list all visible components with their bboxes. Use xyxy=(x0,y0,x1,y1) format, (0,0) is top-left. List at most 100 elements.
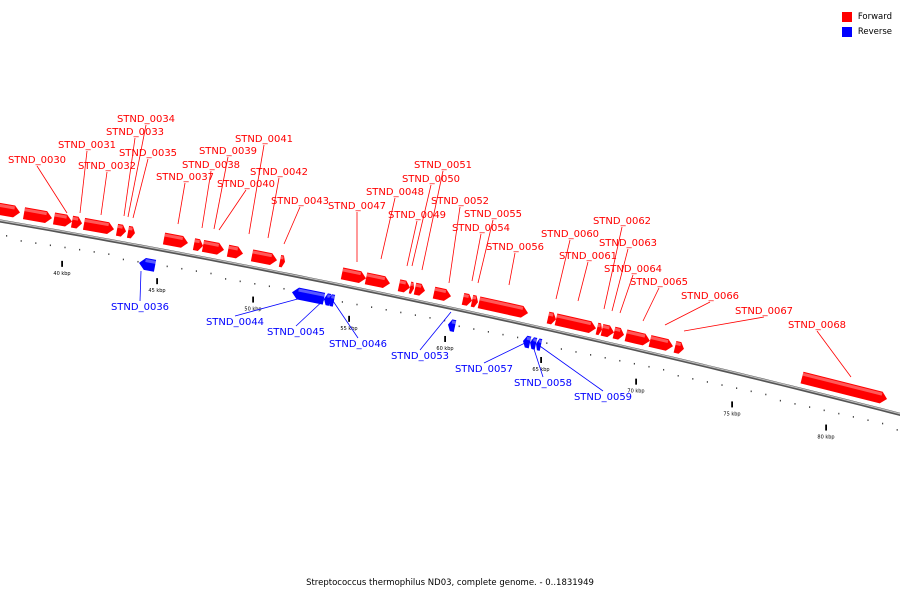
gene-feature-stnd_0062 xyxy=(595,322,602,336)
legend-item-forward: Forward xyxy=(841,9,892,24)
gene-shine xyxy=(366,273,386,281)
gene-label-stnd_0030: STND_0030 xyxy=(8,155,66,166)
minor-tick xyxy=(502,333,504,336)
leader-line-stnd_0039 xyxy=(213,156,229,230)
leader-line-stnd_0059 xyxy=(536,343,604,392)
gene-arrow-stnd_0051 xyxy=(413,282,425,296)
gene-shine xyxy=(602,324,610,330)
gene-arrow-stnd_0052 xyxy=(432,286,452,301)
major-tick-mark xyxy=(444,335,446,342)
leader-line-stnd_0064 xyxy=(619,274,634,314)
leader-line-stnd_0066 xyxy=(664,301,711,326)
gene-label-stnd_0038: STND_0038 xyxy=(182,160,240,171)
gene-shine xyxy=(434,287,447,294)
gene-feature-stnd_0039 xyxy=(192,238,204,251)
minor-tick xyxy=(283,287,285,290)
minor-tick xyxy=(429,317,431,319)
minor-tick xyxy=(166,265,168,268)
gene-label-stnd_0034: STND_0034 xyxy=(117,114,175,125)
gene-label-stnd_0058: STND_0058 xyxy=(514,378,572,389)
gene-shine xyxy=(399,280,407,285)
gene-feature-stnd_0063 xyxy=(600,323,614,338)
leader-line-stnd_0037 xyxy=(177,182,186,225)
gene-arrow-stnd_0064 xyxy=(612,326,625,340)
gene-arrow-stnd_0031 xyxy=(22,207,52,223)
tick-label: 80 kbp xyxy=(817,435,834,441)
major-tick-mark xyxy=(731,401,733,408)
gene-feature-stnd_0067 xyxy=(673,340,684,354)
minor-tick xyxy=(633,362,635,365)
gene-label-stnd_0031: STND_0031 xyxy=(58,140,116,151)
gene-arrow-stnd_0056 xyxy=(477,296,529,318)
gene-feature-stnd_0036 xyxy=(139,258,157,272)
genome-backbone xyxy=(0,219,900,417)
gene-label-stnd_0061: STND_0061 xyxy=(559,251,617,262)
gene-feature-stnd_0030 xyxy=(0,202,21,218)
gene-arrow-stnd_0067 xyxy=(673,340,684,354)
minor-tick xyxy=(721,384,723,386)
gene-feature-stnd_0041 xyxy=(226,244,244,259)
legend-swatch-forward xyxy=(841,11,852,22)
gene-feature-stnd_0040 xyxy=(201,239,225,255)
gene-arrow-stnd_0044 xyxy=(292,287,326,305)
gene-feature-stnd_0033 xyxy=(70,215,83,229)
minor-tick xyxy=(79,248,81,251)
gene-feature-stnd_0048 xyxy=(364,272,390,288)
gene-arrow-stnd_0032 xyxy=(52,212,73,227)
tick-label: 60 kbp xyxy=(436,346,453,352)
gene-arrow-stnd_0054 xyxy=(461,292,472,306)
major-tick: 70 kbp xyxy=(627,378,645,395)
gene-feature-stnd_0044 xyxy=(292,287,326,305)
minor-tick xyxy=(254,282,256,285)
backbone-line xyxy=(0,219,900,417)
gene-shine xyxy=(597,323,601,328)
gene-shine xyxy=(472,295,477,300)
gene-label-stnd_0039: STND_0039 xyxy=(199,146,257,157)
leader-line-stnd_0051 xyxy=(421,170,444,271)
leader-line-stnd_0030 xyxy=(36,165,68,214)
minor-tick xyxy=(444,319,446,322)
major-tick: 40 kbp xyxy=(53,260,71,277)
leader-line-stnd_0038 xyxy=(201,170,212,229)
legend-label-reverse: Reverse xyxy=(857,26,892,37)
minor-tick xyxy=(823,409,825,412)
leader-line-stnd_0068 xyxy=(816,330,852,378)
leader-line-stnd_0033 xyxy=(123,137,136,217)
gene-feature-stnd_0061 xyxy=(554,313,596,333)
gene-label-stnd_0035: STND_0035 xyxy=(119,148,177,159)
gene-shine xyxy=(538,339,543,344)
gene-label-stnd_0051: STND_0051 xyxy=(414,160,472,171)
leader-line-stnd_0049 xyxy=(406,220,418,267)
gene-label-stnd_0042: STND_0042 xyxy=(250,167,308,178)
gene-arrow-stnd_0046 xyxy=(328,294,336,307)
minor-tick xyxy=(736,387,738,389)
minor-tick xyxy=(385,309,387,311)
gene-labels: STND_0030 STND_0031 STND_0032 STND_0033 STND… xyxy=(8,114,846,403)
gene-label-stnd_0050: STND_0050 xyxy=(402,174,460,185)
gene-shine xyxy=(298,288,325,297)
gene-shine xyxy=(526,336,532,341)
minor-tick xyxy=(575,351,577,353)
gene-shine xyxy=(650,336,669,343)
gene-arrow-stnd_0061 xyxy=(554,313,596,333)
gene-feature-stnd_0064 xyxy=(612,326,625,340)
tick-label: 50 kbp xyxy=(244,307,261,313)
legend-label-forward: Forward xyxy=(857,11,892,22)
minor-tick xyxy=(706,381,708,383)
gene-label-stnd_0064: STND_0064 xyxy=(604,264,662,275)
gene-arrow-stnd_0034 xyxy=(82,217,115,235)
major-tick: 75 kbp xyxy=(723,401,741,417)
leader-line-stnd_0056 xyxy=(508,252,516,286)
gene-feature-stnd_0059 xyxy=(536,338,543,351)
gene-shine xyxy=(203,240,220,247)
tick-label: 40 kbp xyxy=(53,271,70,277)
gene-label-stnd_0049: STND_0049 xyxy=(388,210,446,221)
minor-tick xyxy=(852,416,854,418)
leader-line-stnd_0034 xyxy=(127,124,147,218)
gene-feature-stnd_0066 xyxy=(648,335,673,351)
leader-line-stnd_0062 xyxy=(603,226,623,310)
minor-tick xyxy=(137,260,139,263)
gene-arrow-stnd_0047 xyxy=(340,267,366,283)
gene-arrow-stnd_0058 xyxy=(530,337,538,350)
